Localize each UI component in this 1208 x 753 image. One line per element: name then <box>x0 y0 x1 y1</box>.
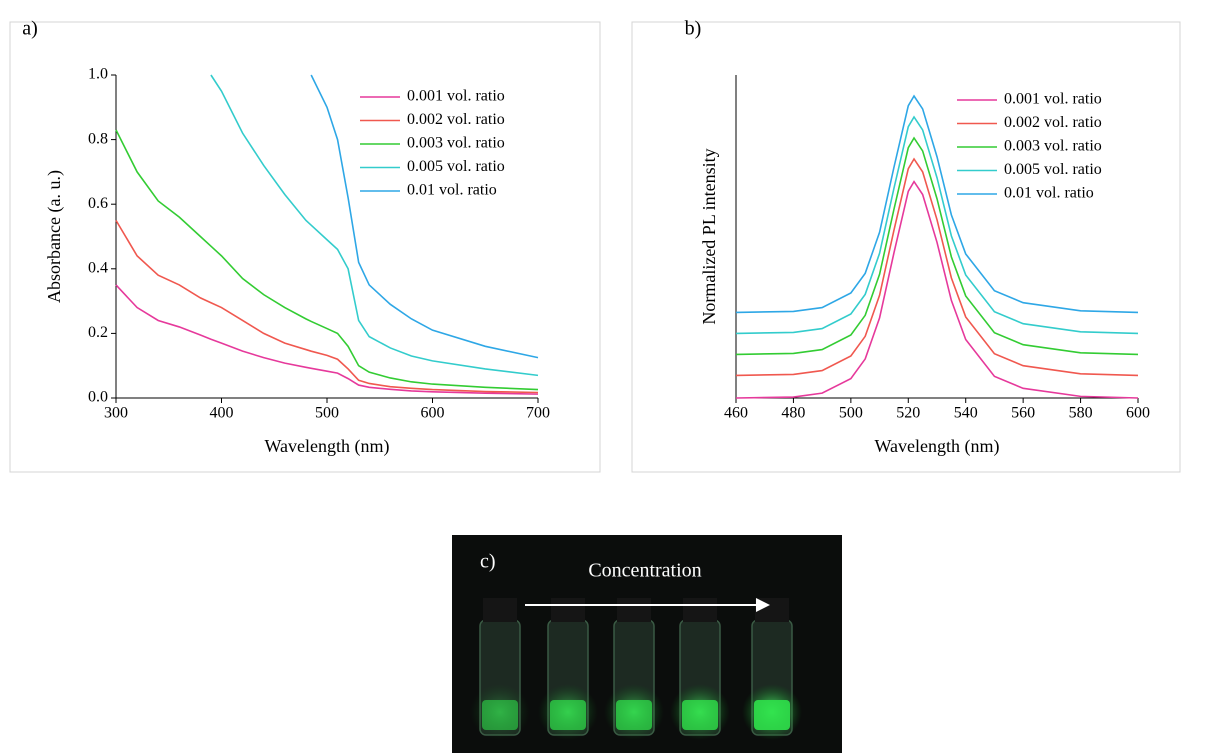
arrow-head <box>756 598 770 612</box>
liquid <box>482 700 518 730</box>
y-tick-label: 0.8 <box>88 130 108 147</box>
x-axis-label: Wavelength (nm) <box>874 436 999 457</box>
x-tick-label: 300 <box>104 405 128 422</box>
vial-cap <box>551 598 585 622</box>
data-line <box>735 115 1139 335</box>
legend-label: 0.002 vol. ratio <box>407 111 505 128</box>
photo-label: c) <box>480 551 496 573</box>
y-tick-label: 0.6 <box>88 195 108 212</box>
y-tick-label: 0.4 <box>88 259 108 276</box>
y-tick-label: 1.0 <box>88 66 108 83</box>
legend-label: 0.005 vol. ratio <box>1004 161 1102 178</box>
y-tick-label: 0.0 <box>88 389 108 406</box>
x-tick-label: 480 <box>781 405 805 422</box>
vials <box>470 598 802 740</box>
data-line <box>310 74 539 359</box>
panel-label: b) <box>685 18 702 40</box>
x-axis-label: Wavelength (nm) <box>264 436 389 457</box>
panel-frame <box>9 21 601 473</box>
y-axis-label: Absorbance (a. u.) <box>44 170 65 303</box>
x-tick-label: 700 <box>526 405 550 422</box>
vial-cap <box>483 598 517 622</box>
y-tick-label: 0.2 <box>88 324 108 341</box>
panel-frame <box>631 21 1181 473</box>
legend-label: 0.01 vol. ratio <box>407 182 497 199</box>
legend-label: 0.003 vol. ratio <box>1004 138 1102 155</box>
legend-label: 0.01 vol. ratio <box>1004 185 1094 202</box>
x-tick-label: 600 <box>421 405 445 422</box>
data-line <box>735 136 1139 356</box>
data-line <box>115 284 539 395</box>
photo-caption: Concentration <box>588 560 701 582</box>
data-line <box>210 74 539 377</box>
legend-label: 0.003 vol. ratio <box>407 135 505 152</box>
x-tick-label: 600 <box>1126 405 1150 422</box>
x-tick-label: 580 <box>1069 405 1093 422</box>
legend-label: 0.001 vol. ratio <box>1004 91 1102 108</box>
data-line <box>735 157 1139 377</box>
legend-label: 0.002 vol. ratio <box>1004 114 1102 131</box>
data-line <box>735 94 1139 314</box>
photo: c) Concentration <box>452 535 842 753</box>
panel-label: a) <box>22 18 38 40</box>
x-tick-label: 560 <box>1011 405 1035 422</box>
x-tick-label: 400 <box>210 405 234 422</box>
liquid <box>682 700 718 730</box>
legend-label: 0.005 vol. ratio <box>407 158 505 175</box>
x-tick-label: 500 <box>315 405 339 422</box>
data-line <box>115 129 539 391</box>
x-tick-label: 500 <box>839 405 863 422</box>
legend-label: 0.001 vol. ratio <box>407 88 505 105</box>
liquid <box>616 700 652 730</box>
vial-cap <box>683 598 717 622</box>
x-tick-label: 460 <box>724 405 748 422</box>
x-tick-label: 520 <box>896 405 920 422</box>
liquid <box>550 700 586 730</box>
y-axis-label: Normalized PL intensity <box>699 148 719 324</box>
data-line <box>115 219 539 394</box>
data-line <box>735 180 1139 399</box>
vial-cap <box>617 598 651 622</box>
liquid <box>754 700 790 730</box>
x-tick-label: 540 <box>954 405 978 422</box>
